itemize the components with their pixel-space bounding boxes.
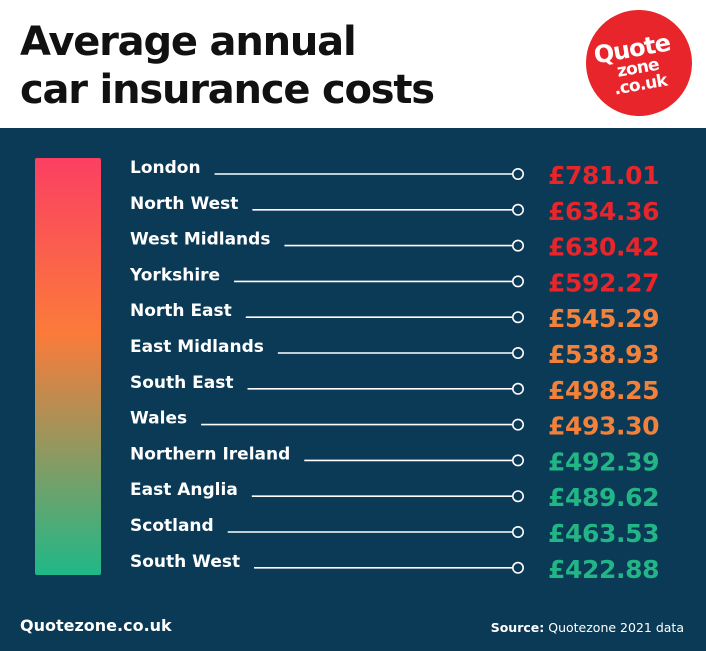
region-label-north-east: North East bbox=[130, 301, 232, 321]
cost-value-scotland: £463.53 bbox=[548, 519, 659, 548]
cost-value-wales: £493.30 bbox=[548, 412, 659, 441]
source-text: Quotezone 2021 data bbox=[548, 620, 684, 635]
title-line-1: Average annual bbox=[20, 19, 357, 65]
leader-dot-yorkshire bbox=[511, 275, 524, 288]
footer-site: Quotezone.co.uk bbox=[20, 616, 172, 635]
cost-value-north-east: £545.29 bbox=[548, 304, 659, 333]
chart-panel: London £781.01 North West £634.36 West Midla… bbox=[0, 128, 706, 651]
cost-value-east-anglia: £489.62 bbox=[548, 483, 659, 512]
source-label: Source: bbox=[490, 620, 545, 635]
leader-dot-east-anglia bbox=[511, 490, 524, 503]
page-title: Average annual car insurance costs bbox=[20, 18, 435, 114]
leader-dot-north-west bbox=[511, 203, 524, 216]
cost-value-northern-ireland: £492.39 bbox=[548, 447, 659, 476]
region-label-north-west: North West bbox=[130, 194, 238, 214]
cost-value-east-midlands: £538.93 bbox=[548, 340, 659, 369]
region-label-scotland: Scotland bbox=[130, 516, 214, 536]
cost-value-south-west: £422.88 bbox=[548, 555, 659, 584]
region-label-east-anglia: East Anglia bbox=[130, 480, 238, 500]
title-line-2: car insurance costs bbox=[20, 67, 435, 113]
leader-dot-south-east bbox=[511, 382, 524, 395]
footer-source: Source: Quotezone 2021 data bbox=[491, 620, 684, 635]
leader-dot-northern-ireland bbox=[511, 454, 524, 467]
region-label-south-west: South West bbox=[130, 552, 240, 572]
region-label-east-midlands: East Midlands bbox=[130, 337, 264, 357]
cost-chart: London £781.01 North West £634.36 West Midla… bbox=[129, 158, 659, 584]
region-label-wales: Wales bbox=[130, 409, 187, 429]
quotezone-logo: Quote zone .co.uk bbox=[577, 1, 701, 125]
leader-dot-west-midlands bbox=[511, 239, 524, 252]
cost-value-west-midlands: £630.42 bbox=[548, 233, 659, 262]
cost-value-london: £781.01 bbox=[548, 161, 659, 190]
cost-value-yorkshire: £592.27 bbox=[548, 268, 659, 297]
region-label-yorkshire: Yorkshire bbox=[129, 265, 220, 285]
leader-dot-south-west bbox=[511, 561, 524, 574]
leader-dot-scotland bbox=[511, 525, 524, 538]
cost-value-south-east: £498.25 bbox=[548, 376, 659, 405]
region-label-northern-ireland: Northern Ireland bbox=[130, 444, 290, 464]
cost-gradient-bar bbox=[35, 158, 101, 575]
region-label-south-east: South East bbox=[130, 373, 234, 393]
leader-dot-north-east bbox=[511, 311, 524, 324]
leader-dot-london bbox=[511, 167, 524, 180]
header: Average annual car insurance costs Quote… bbox=[0, 0, 706, 128]
cost-value-north-west: £634.36 bbox=[548, 197, 659, 226]
region-label-london: London bbox=[130, 158, 201, 178]
leader-dot-wales bbox=[511, 418, 524, 431]
leader-dot-east-midlands bbox=[511, 347, 524, 360]
region-label-west-midlands: West Midlands bbox=[130, 230, 270, 250]
